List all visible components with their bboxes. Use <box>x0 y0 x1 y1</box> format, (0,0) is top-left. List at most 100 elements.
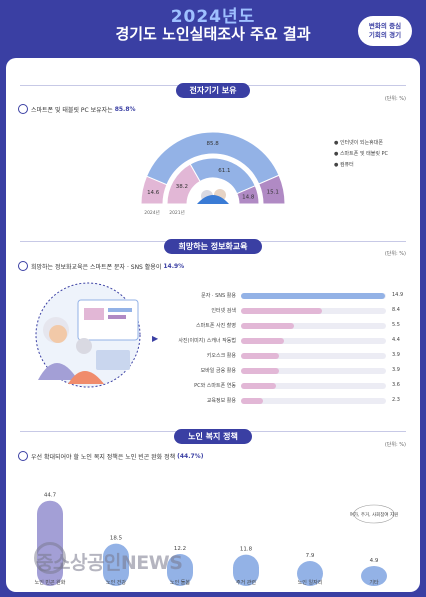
watermark-logo-icon <box>34 542 66 574</box>
bar-category-label: 노인 돌봄 <box>170 579 190 586</box>
bar-fill <box>241 383 276 389</box>
headline-value: (44.7%) <box>177 452 204 460</box>
bar-fill <box>241 293 386 299</box>
education-bar-row: 사진(이미지) 스캐너 작동법 4.4 <box>166 335 406 347</box>
unit-label: (단위: %) <box>384 251 406 257</box>
semicircle-segment <box>236 185 260 205</box>
bar-category-label: 노인 건강 <box>106 579 126 586</box>
welfare-bar <box>103 543 129 586</box>
headline-value: 14.9% <box>163 262 185 270</box>
section-welfare-title: 노인 복지 정책 <box>6 424 420 444</box>
bar-fill <box>241 338 284 344</box>
bar-value-label: 4.4 <box>392 337 400 343</box>
bar-fill <box>241 398 264 404</box>
ring-year-label: 2024년 <box>144 209 160 216</box>
badge-line: 변화의 중심 <box>368 22 402 30</box>
bar-category-label: 사진(이미지) 스캐너 작동법 <box>178 338 236 344</box>
year-title: 2024년도 <box>170 7 256 27</box>
annotation-text: 여가, 주거, 사회참여 지원 <box>350 511 399 518</box>
section-education-label: 희망하는 정보화교육 <box>164 239 262 254</box>
unit-label: (단위: %) <box>384 442 406 448</box>
segment-value-label: 14.6 <box>147 190 160 196</box>
bar-category-label: 모바일 금융 활용 <box>200 368 236 374</box>
education-headline: 희망하는 정보화교육은 스마트폰 문자 · SNS 활용이 14.9% <box>18 261 184 271</box>
bar-category-label: 인터넷 검색 <box>211 308 236 314</box>
headline-text: 우선 확대되어야 할 노인 복지 정책은 노인 빈곤 완화 정책 <box>31 453 176 461</box>
gyeonggi-badge: 변화의 중심 기회의 경기 <box>358 16 412 46</box>
section-education-title: 희망하는 정보화교육 <box>6 234 420 254</box>
bar-value-label: 7.9 <box>306 553 315 559</box>
ring-year-label: 2021년 <box>169 209 185 216</box>
bar-value-label: 5.5 <box>392 322 400 328</box>
legend-item: ● 인터넷이 되는휴대폰 <box>334 140 383 146</box>
bar-fill <box>241 323 295 329</box>
bar-value-label: 44.7 <box>44 493 57 499</box>
bar-value-label: 11.8 <box>240 547 253 553</box>
magnifier-icon <box>18 451 28 461</box>
segment-value-label: 14.8 <box>242 195 255 201</box>
bar-category-label: 주거 관련 <box>236 579 256 586</box>
content-card: 전자기기 보유 (단위: %) 스마트폰 및 태블릿 PC 보유자는 85.8%… <box>6 58 420 592</box>
welfare-headline: 우선 확대되어야 할 노인 복지 정책은 노인 빈곤 완화 정책 (44.7%) <box>18 451 203 461</box>
semicircle-chart: 14.6 85.8 15.1 2024년 38.2 61.1 14.8 2021년 <box>140 131 286 216</box>
section-devices-title: 전자기기 보유 <box>6 78 420 98</box>
headline-text: 희망하는 정보화교육은 스마트폰 문자 · SNS 활용이 <box>31 263 162 271</box>
bar-track <box>241 368 386 374</box>
bar-category-label: 교육정보 활용 <box>206 398 236 404</box>
bar-track <box>241 383 386 389</box>
education-bar-row: 교육정보 활용 2.3 <box>166 395 406 407</box>
bar-category-label: 기타 <box>369 579 379 586</box>
bar-category-label: 문자 · SNS 활용 <box>201 293 236 299</box>
section-welfare-label: 노인 복지 정책 <box>174 429 252 444</box>
education-bar-row: 키오스크 활용 3.9 <box>166 350 406 362</box>
semicircle-segment <box>258 174 286 205</box>
bar-track <box>241 338 386 344</box>
bar-category-label: PC와 스마트폰 연동 <box>194 383 236 389</box>
senior-illustration <box>197 195 229 204</box>
segment-value-label: 38.2 <box>176 184 188 190</box>
education-bar-row: 문자 · SNS 활용 14.9 <box>166 290 406 302</box>
education-bar-row: PC와 스마트폰 연동 3.6 <box>166 380 406 392</box>
education-bar-row: 스마트폰 사진 촬영 5.5 <box>166 320 406 332</box>
bar-category-label: 스마트폰 사진 촬영 <box>196 323 236 329</box>
header: 2024년도 경기도 노인실태조사 주요 결과 변화의 중심 기회의 경기 <box>0 0 426 56</box>
bar-category-label: 키오스크 활용 <box>206 353 236 359</box>
watermark: 중소상공인NEWS <box>36 552 183 574</box>
bar-track <box>241 293 386 299</box>
bar-fill <box>241 353 279 359</box>
page-title: 경기도 노인실태조사 주요 결과 <box>115 25 311 43</box>
magnifier-icon <box>18 261 28 271</box>
headline-value: 85.8% <box>114 105 136 113</box>
bar-track <box>241 308 386 314</box>
segment-value-label: 15.1 <box>267 190 279 196</box>
education-bar-row: 인터넷 검색 8.4 <box>166 305 406 317</box>
bar-category-label: 노인 일자리 <box>298 579 323 586</box>
bar-fill <box>241 368 279 374</box>
bar-value-label: 12.2 <box>174 546 186 552</box>
unit-label: (단위: %) <box>384 96 406 102</box>
bar-value-label: 8.4 <box>392 307 400 313</box>
bar-track <box>241 353 386 359</box>
welfare-bar <box>233 554 259 586</box>
bar-category-label: 노인 빈곤 완화 <box>35 579 66 586</box>
headline-text: 스마트폰 및 태블릿 PC 보유자는 <box>31 106 113 114</box>
bar-track <box>241 398 386 404</box>
segment-value-label: 85.8 <box>206 141 219 147</box>
bar-value-label: 2.3 <box>392 397 400 403</box>
welfare-bar <box>361 565 387 586</box>
bar-value-label: 3.9 <box>392 367 400 373</box>
bar-fill <box>241 308 323 314</box>
magnifier-icon <box>18 104 28 114</box>
welfare-bar <box>167 553 193 586</box>
devices-legend: ● 인터넷이 되는휴대폰 ● 스마트폰 및 태블릿 PC ● 컴퓨터 <box>334 138 388 171</box>
bar-value-label: 14.9 <box>392 292 404 298</box>
arrow-right-icon: ▶ <box>152 334 159 343</box>
bar-value-label: 4.9 <box>370 558 379 564</box>
legend-item: ● 스마트폰 및 태블릿 PC <box>334 151 389 157</box>
annotation-bubble <box>353 504 395 524</box>
section-devices-label: 전자기기 보유 <box>175 83 251 98</box>
bar-value-label: 18.5 <box>110 536 123 542</box>
bar-track <box>241 323 386 329</box>
bar-value-label: 3.9 <box>392 352 400 358</box>
devices-headline: 스마트폰 및 태블릿 PC 보유자는 85.8% <box>18 104 136 114</box>
